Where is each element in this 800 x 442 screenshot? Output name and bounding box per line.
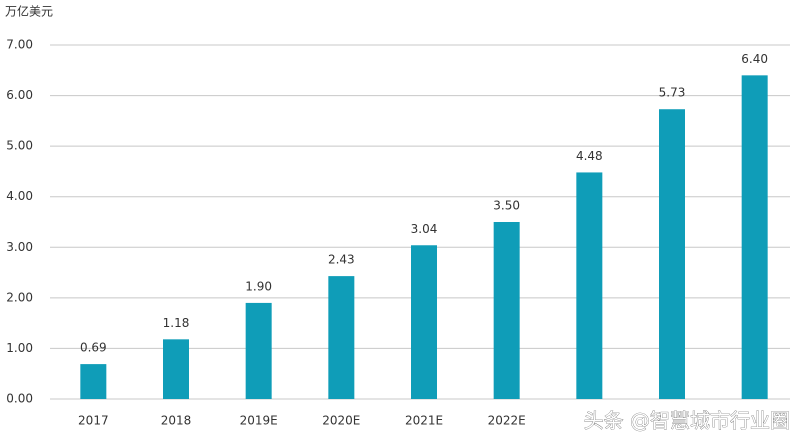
value-label: 3.04 <box>411 222 438 236</box>
value-label: 0.69 <box>80 341 107 355</box>
y-tick-label: 3.00 <box>6 240 33 254</box>
bar <box>80 364 107 399</box>
x-tick-label: 2022E <box>488 414 526 428</box>
x-tick-label: 2019E <box>240 414 278 428</box>
value-label: 5.73 <box>659 86 686 100</box>
y-tick-label: 7.00 <box>6 38 33 52</box>
y-tick-label: 6.00 <box>6 88 33 102</box>
bar <box>576 172 603 399</box>
x-tick-label: 2017 <box>78 414 109 428</box>
x-tick-label: 2021E <box>405 414 443 428</box>
bar <box>163 339 189 399</box>
y-tick-label: 1.00 <box>6 341 33 355</box>
y-tick-label: 0.00 <box>6 392 33 406</box>
y-axis-unit: 万亿美元 <box>5 4 53 19</box>
value-label: 6.40 <box>741 52 768 66</box>
y-tick-label: 4.00 <box>6 189 33 203</box>
bar <box>328 276 355 399</box>
value-label: 3.50 <box>493 199 520 213</box>
x-tick-label: 2020E <box>322 414 360 428</box>
bar <box>245 302 272 399</box>
x-tick-label: 2018 <box>161 414 192 428</box>
watermark: 头条 @智慧城市行业圈 <box>584 409 790 433</box>
bar <box>741 75 768 399</box>
bar <box>493 222 520 399</box>
bar <box>659 109 685 400</box>
value-label: 2.43 <box>328 253 355 267</box>
value-label: 1.90 <box>245 279 272 293</box>
y-tick-label: 5.00 <box>6 139 33 153</box>
value-label: 1.18 <box>163 316 190 330</box>
bar <box>411 245 437 399</box>
value-label: 4.48 <box>576 149 603 163</box>
y-tick-label: 2.00 <box>6 290 33 304</box>
